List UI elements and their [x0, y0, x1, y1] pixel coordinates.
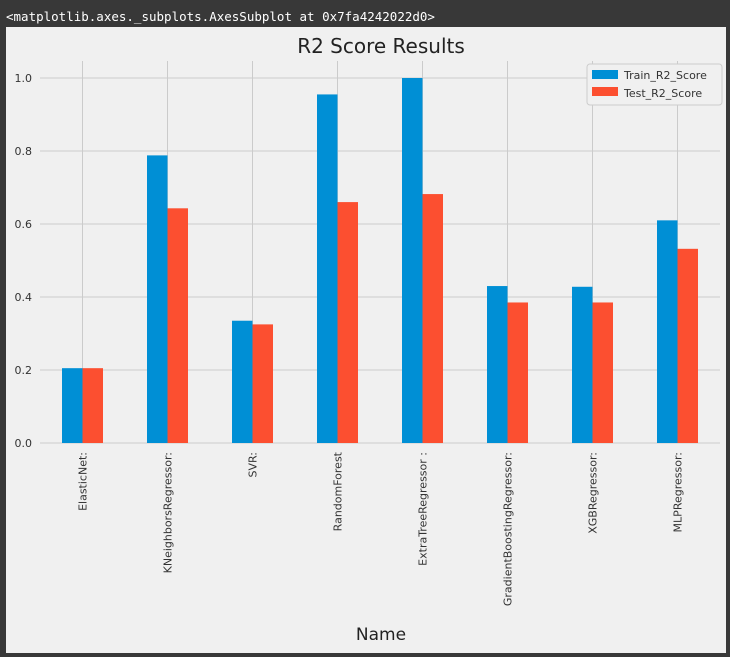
- x-tick-labels: ElasticNet: KNeighborsRegressor: SVR: Rando…: [77, 451, 685, 606]
- legend-label-test: Test_R2_Score: [623, 87, 702, 100]
- bar-test-1: [167, 208, 188, 443]
- x-tick-label: ElasticNet:: [77, 452, 90, 511]
- bar-train-3: [317, 94, 338, 444]
- y-tick-label: 0.2: [15, 364, 33, 377]
- bar-train-6: [572, 286, 593, 443]
- y-tick-label: 0.6: [15, 218, 33, 231]
- bar-test-3: [337, 202, 358, 443]
- bar-test-2: [252, 324, 273, 443]
- y-tick-label: 0.4: [15, 291, 33, 304]
- grid-layer: [40, 61, 720, 444]
- legend: Train_R2_Score Test_R2_Score: [586, 63, 723, 106]
- bar-train-5: [487, 286, 508, 443]
- cell-output-repr: <matplotlib.axes._subplots.AxesSubplot a…: [6, 9, 435, 24]
- x-tick-label: RandomForest: [332, 451, 345, 531]
- chart-figure: 0.0 0.2 0.4 0.6 0.8 1.0 ElasticNet: KNeighbors…: [6, 27, 726, 653]
- bars-layer: [62, 78, 698, 444]
- bar-train-1: [147, 155, 168, 443]
- bar-train-4: [402, 78, 423, 443]
- legend-swatch-test: [592, 87, 618, 96]
- bar-train-0: [62, 368, 83, 443]
- chart-title: R2 Score Results: [297, 34, 465, 58]
- bar-test-6: [592, 302, 613, 443]
- bar-test-5: [507, 302, 528, 443]
- bar-test-4: [422, 194, 443, 443]
- legend-frame: [586, 63, 723, 106]
- legend-label-train: Train_R2_Score: [623, 69, 707, 82]
- bar-train-7: [657, 220, 678, 443]
- x-tick-label: MLPRegressor:: [672, 452, 685, 532]
- r2-score-chart: 0.0 0.2 0.4 0.6 0.8 1.0 ElasticNet: KNeighbors…: [15, 34, 723, 645]
- x-axis-label: Name: [356, 625, 406, 645]
- x-tick-label: XGBRegressor:: [587, 452, 600, 534]
- bar-test-0: [82, 368, 103, 443]
- bar-train-2: [232, 320, 253, 443]
- x-tick-label: KNeighborsRegressor:: [162, 452, 175, 573]
- legend-swatch-train: [592, 70, 618, 79]
- bar-test-7: [677, 248, 698, 443]
- x-tick-label: GradientBoostingRegressor:: [502, 452, 515, 606]
- y-tick-label: 0.8: [15, 145, 33, 158]
- x-tick-label: SVR:: [247, 452, 260, 478]
- y-tick-label: 1.0: [15, 72, 33, 85]
- y-tick-labels: 0.0 0.2 0.4 0.6 0.8 1.0: [15, 72, 33, 450]
- y-tick-label: 0.0: [15, 437, 33, 450]
- x-tick-label: ExtraTreeRegressor :: [417, 452, 430, 566]
